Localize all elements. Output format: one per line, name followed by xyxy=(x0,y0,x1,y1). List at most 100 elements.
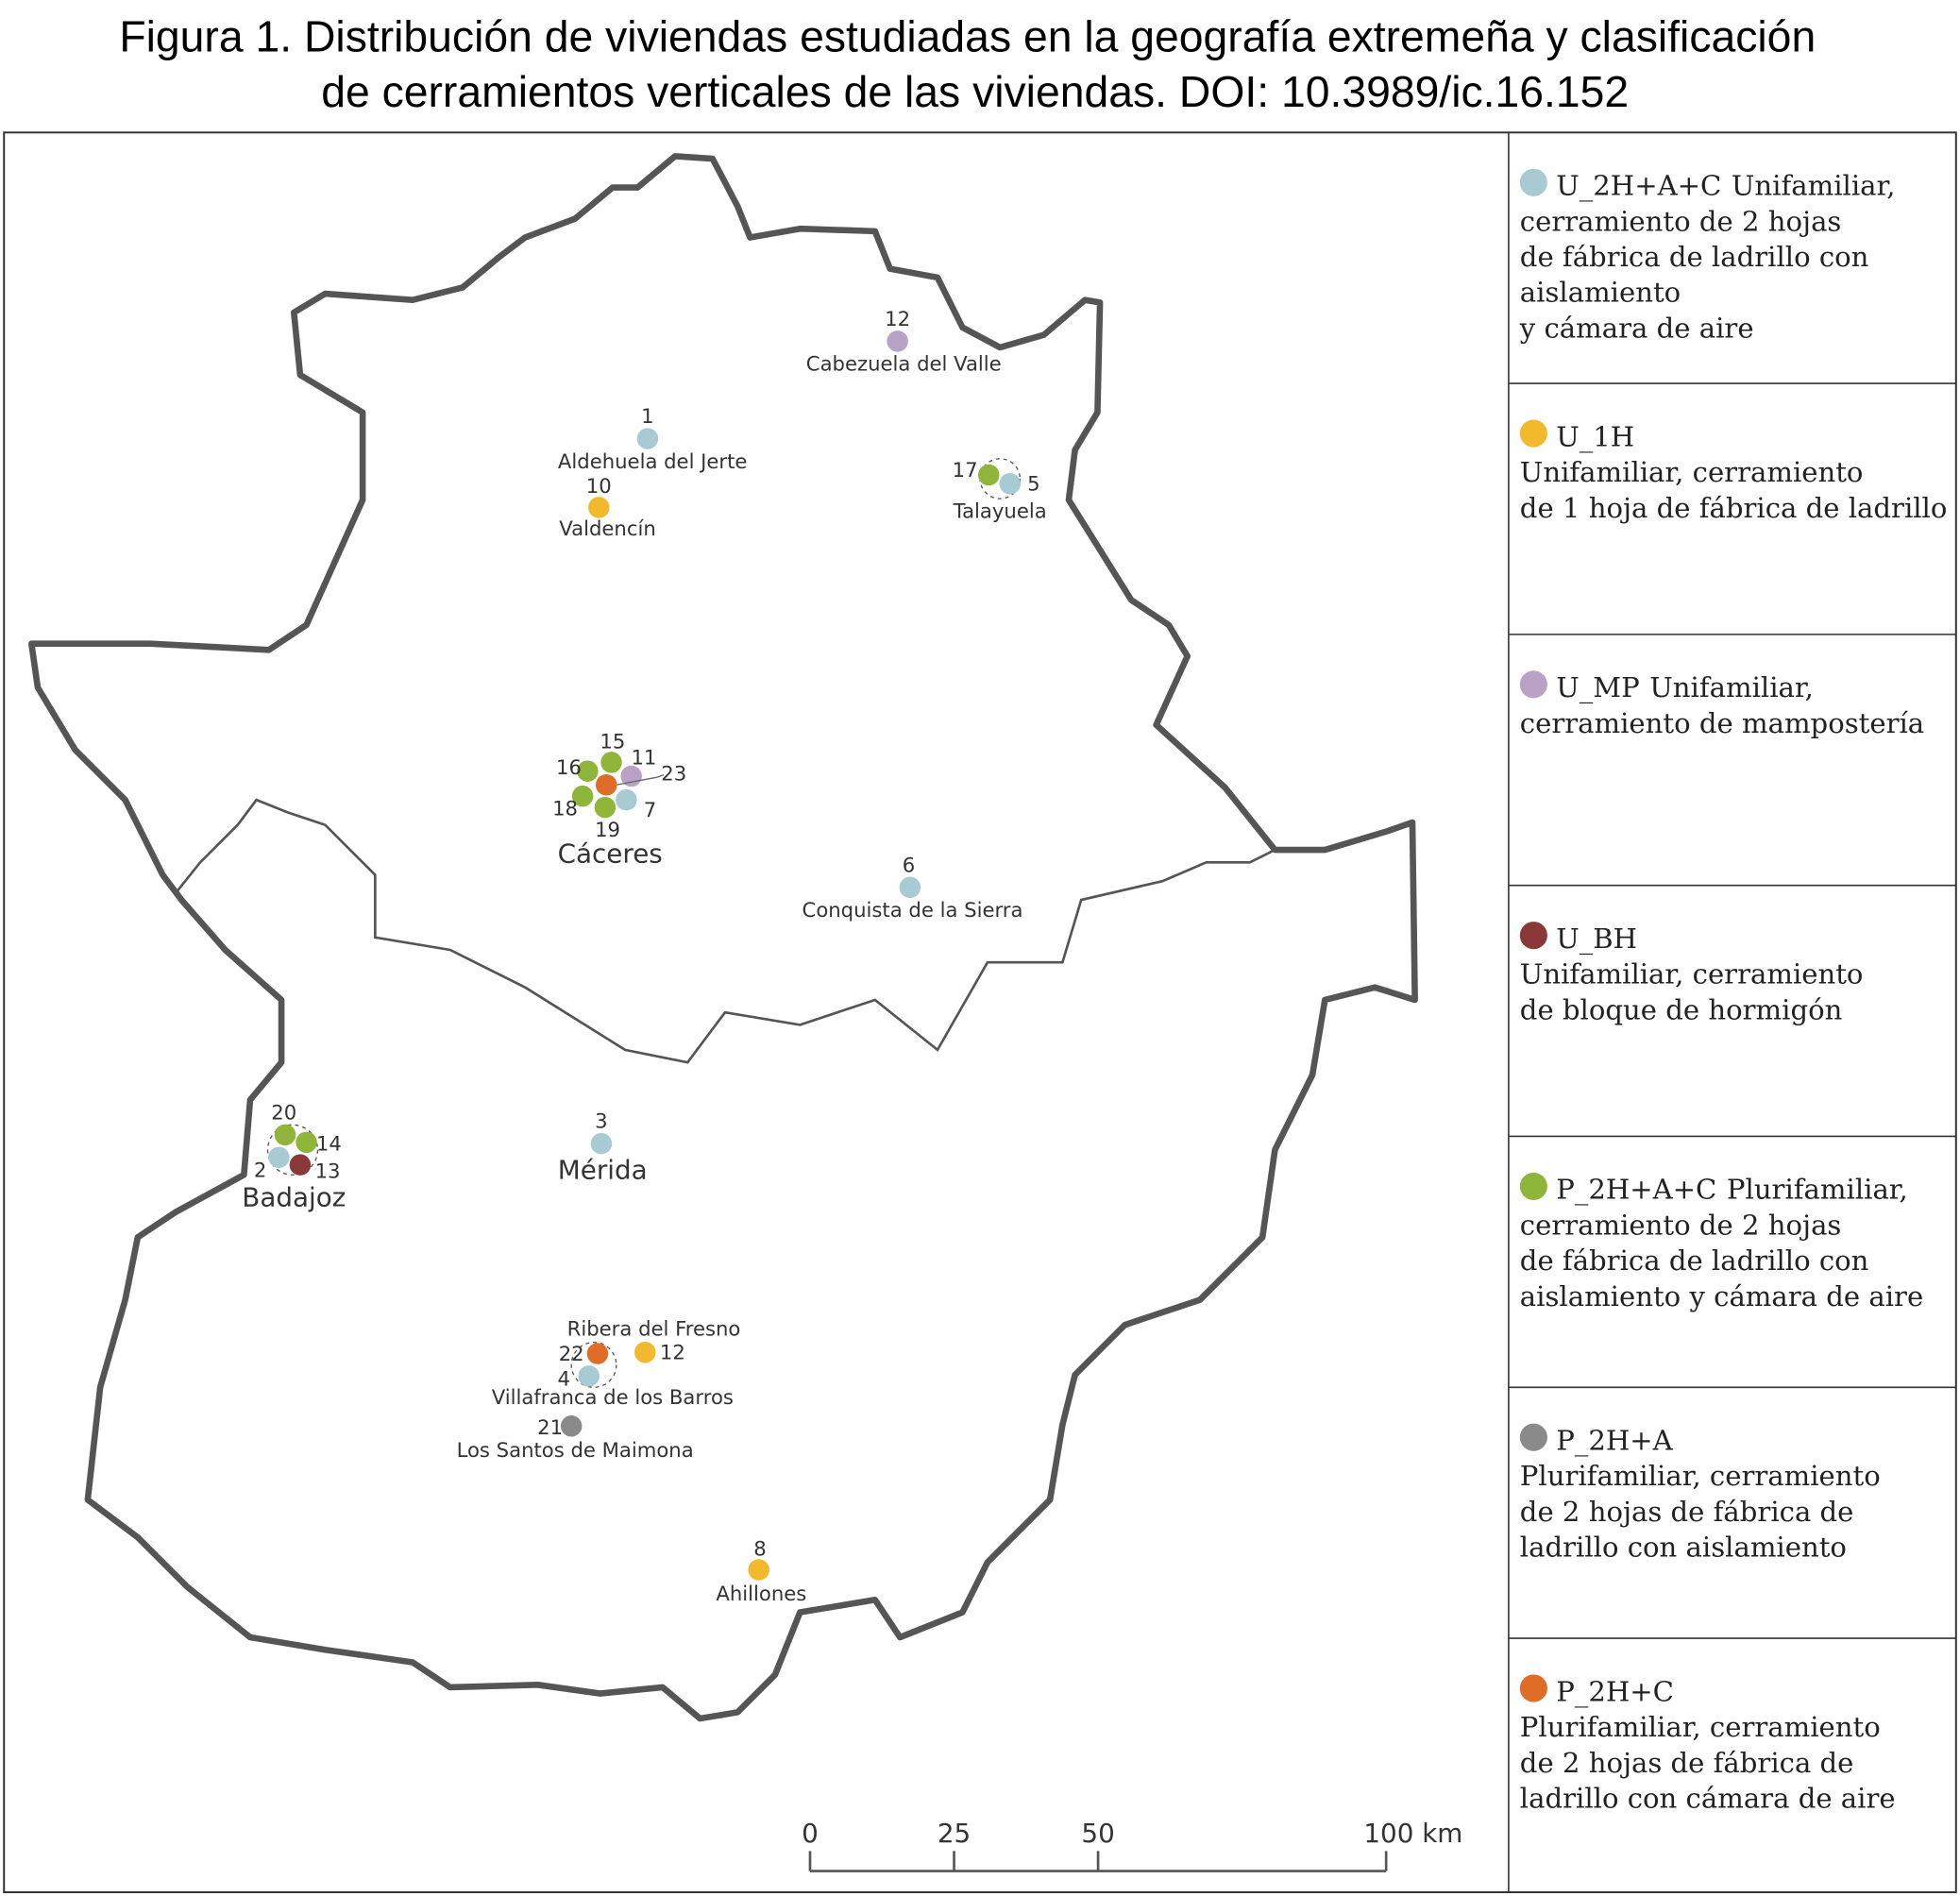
site-number: 11 xyxy=(631,745,656,769)
site-marker xyxy=(600,752,622,773)
site-number: 6 xyxy=(903,853,915,876)
legend-code: U_2H+A+C Unifamiliar, xyxy=(1556,170,1895,203)
site-marker xyxy=(560,1415,583,1437)
site-marker xyxy=(289,1154,312,1176)
legend-head: Unifamiliar, xyxy=(1732,170,1896,202)
site-number: 18 xyxy=(552,797,578,821)
site-marker xyxy=(748,1559,769,1581)
legend-code: P_2H+C xyxy=(1556,1675,1674,1708)
site-number: 7 xyxy=(644,798,656,821)
legend-code: U_1H xyxy=(1556,420,1634,453)
site-number: 13 xyxy=(315,1160,341,1183)
legend-line: ladrillo con cámara de aire xyxy=(1520,1782,1896,1814)
legend-line: Plurifamiliar, cerramiento xyxy=(1520,1711,1881,1743)
legend-line: de 1 hoja de fábrica de ladrillo xyxy=(1520,492,1948,524)
cluster-ring xyxy=(570,1341,617,1388)
site-marker xyxy=(578,1365,600,1387)
site-number: 21 xyxy=(537,1415,563,1439)
site-marker xyxy=(899,876,921,899)
place-name: Mérida xyxy=(558,1154,648,1185)
legend-line: de fábrica de ladrillo con xyxy=(1520,241,1869,273)
site-number: 4 xyxy=(557,1366,569,1390)
legend-code: P_2H+A+C Plurifamiliar, xyxy=(1556,1174,1908,1207)
legend-code-text: P_2H+A+C xyxy=(1556,1174,1716,1207)
site-number: 1 xyxy=(641,404,653,428)
title-line: Figura 1. Distribución de viviendas estu… xyxy=(119,12,1816,61)
legend-line: de fábrica de ladrillo con xyxy=(1520,1244,1869,1277)
legend-code-text: U_1H xyxy=(1556,420,1634,453)
site-marker xyxy=(296,1131,317,1154)
site-marker xyxy=(636,428,659,449)
region-outline xyxy=(28,153,1418,1722)
site-marker xyxy=(274,1124,296,1146)
site-number: 20 xyxy=(271,1100,296,1124)
legend-line: aislamiento xyxy=(1520,277,1681,309)
site-number: 17 xyxy=(953,458,978,482)
legend-line: Unifamiliar, cerramiento xyxy=(1520,456,1864,488)
site-marker xyxy=(595,774,617,796)
legend-swatch xyxy=(1519,1674,1547,1702)
site-marker xyxy=(999,473,1022,495)
scale-label: 25 xyxy=(938,1818,971,1849)
legend-code-text: U_2H+A+C xyxy=(1556,170,1721,203)
place-name: Badajoz xyxy=(242,1181,346,1212)
site-number: 10 xyxy=(586,474,612,498)
site-marker xyxy=(634,1341,656,1363)
legend-line: cerramiento de 2 hojas xyxy=(1520,1209,1842,1241)
site-number: 3 xyxy=(595,1109,607,1133)
legend-swatch xyxy=(1519,419,1547,448)
legend-line: Unifamiliar, cerramiento xyxy=(1520,958,1864,990)
place-name: Talayuela xyxy=(953,499,1047,523)
legend-head: Plurifamiliar, xyxy=(1727,1174,1908,1206)
scale-label: 100 km xyxy=(1363,1818,1462,1849)
legend-line: aislamiento y cámara de aire xyxy=(1520,1280,1923,1312)
legend-head: Unifamiliar, xyxy=(1649,671,1814,703)
site-number: 22 xyxy=(559,1342,584,1365)
place-name: Ahillones xyxy=(716,1582,806,1605)
title: Figura 1. Distribución de viviendas estu… xyxy=(119,12,1816,116)
legend-line: ladrillo con aislamiento xyxy=(1520,1532,1847,1564)
title-line: de cerramientos verticales de las vivien… xyxy=(321,67,1629,116)
legend-code: U_BH xyxy=(1556,923,1637,956)
site-marker xyxy=(577,760,599,782)
place-name: Conquista de la Sierra xyxy=(803,898,1023,922)
site-marker xyxy=(268,1146,290,1168)
site-number: 12 xyxy=(660,1341,685,1364)
legend-line: cerramiento de mampostería xyxy=(1520,707,1924,739)
site-marker xyxy=(590,1132,613,1155)
site-number: 8 xyxy=(753,1536,766,1560)
legend-line: cerramiento de 2 hojas xyxy=(1520,205,1842,237)
place-name: Los Santos de Maimona xyxy=(457,1438,694,1462)
site-marker xyxy=(616,788,637,811)
site-marker xyxy=(571,785,594,807)
site-marker xyxy=(588,497,610,518)
legend-swatch xyxy=(1519,1423,1547,1451)
site-number: 2 xyxy=(254,1158,266,1181)
place-name: Cáceres xyxy=(558,838,663,869)
legend-swatch xyxy=(1519,1172,1547,1200)
site-number: 19 xyxy=(595,818,620,841)
site-number: 23 xyxy=(661,762,686,786)
site-marker xyxy=(978,464,1000,486)
legend-swatch xyxy=(1519,168,1547,196)
place-name: Aldehuela del Jerte xyxy=(558,449,748,473)
place-name: Ribera del Fresno xyxy=(567,1316,741,1340)
legend-code: U_MP Unifamiliar, xyxy=(1556,671,1814,704)
legend-line: de bloque de hormigón xyxy=(1520,993,1843,1025)
site-marker xyxy=(594,796,617,819)
site-number: 14 xyxy=(316,1131,342,1155)
legend-swatch xyxy=(1519,670,1547,699)
site-marker xyxy=(887,330,908,352)
site-number: 12 xyxy=(885,307,910,330)
scale-label: 0 xyxy=(802,1818,819,1849)
site-number: 5 xyxy=(1027,472,1039,496)
legend-line: de 2 hojas de fábrica de xyxy=(1520,1747,1854,1779)
cluster-ring xyxy=(266,1124,319,1176)
place-name: Cabezuela del Valle xyxy=(806,352,1002,376)
legend-swatch xyxy=(1519,922,1547,950)
scale-label: 50 xyxy=(1081,1818,1114,1849)
place-name: Valdencín xyxy=(559,516,655,540)
place-name: Villafranca de los Barros xyxy=(492,1385,734,1409)
legend-code-text: P_2H+C xyxy=(1556,1675,1674,1708)
